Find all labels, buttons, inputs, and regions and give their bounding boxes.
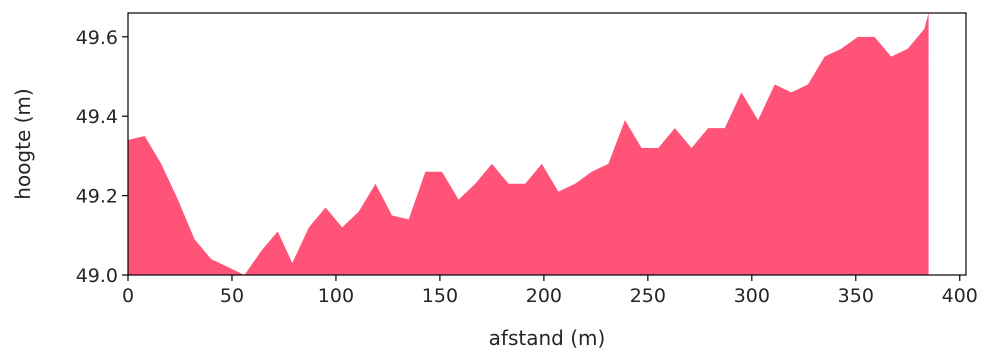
y-tick-label: 49.2	[76, 186, 118, 208]
y-axis: 49.0 49.2 49.4 49.6	[76, 27, 128, 287]
x-tick-label: 200	[526, 285, 562, 307]
x-tick-label: 0	[122, 285, 134, 307]
x-axis-label: afstand (m)	[489, 326, 606, 350]
plot-frame	[127, 12, 967, 276]
y-axis-label: hoogte (m)	[11, 88, 35, 199]
plot-area	[128, 13, 929, 275]
y-tick-label: 49.4	[76, 106, 118, 128]
elevation-area-series-0	[128, 13, 929, 275]
y-tick-label: 49.0	[76, 265, 118, 287]
x-tick-label: 350	[838, 285, 874, 307]
x-tick-label: 400	[942, 285, 978, 307]
x-tick-label: 150	[422, 285, 458, 307]
x-axis: 0 50 100 150 200 250 300 350 400	[122, 275, 978, 307]
x-tick-label: 300	[734, 285, 770, 307]
x-tick-label: 100	[318, 285, 354, 307]
x-tick-label: 250	[630, 285, 666, 307]
x-tick-label: 50	[220, 285, 244, 307]
y-tick-label: 49.6	[76, 27, 118, 49]
